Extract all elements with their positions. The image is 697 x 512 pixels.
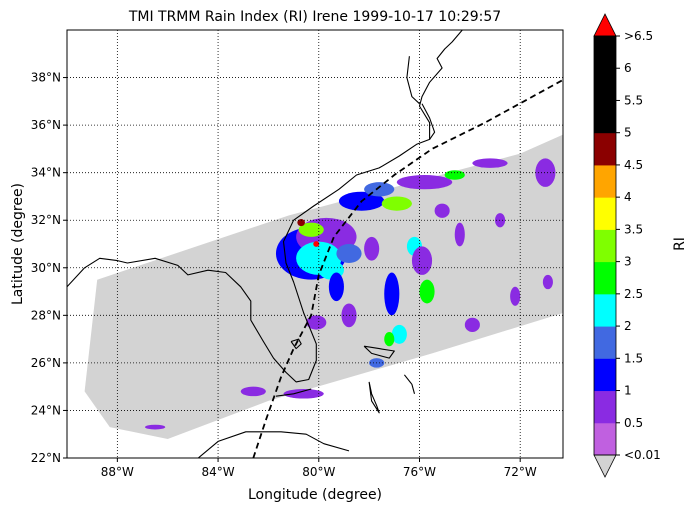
colorbar-bin xyxy=(594,390,616,424)
rain-cell xyxy=(364,182,395,197)
colorbar-tick-label: 4.5 xyxy=(624,158,643,172)
x-tick-label: 76°W xyxy=(403,465,436,479)
y-tick-label: 32°N xyxy=(31,213,61,227)
rain-cell xyxy=(495,213,506,228)
x-tick-label: 88°W xyxy=(101,465,134,479)
rain-cell xyxy=(240,386,266,397)
rain-cell xyxy=(444,170,465,180)
colorbar-bin xyxy=(594,132,616,166)
rain-cell xyxy=(419,279,435,304)
y-axis-label: Latitude (degree) xyxy=(10,183,26,305)
rain-cell xyxy=(535,158,556,187)
y-tick-label: 34°N xyxy=(31,166,61,180)
coastline xyxy=(363,345,395,359)
y-axis-ticks: 22°N 24°N 26°N 28°N 30°N 32°N 34°N 36°N 38°N xyxy=(31,71,67,465)
rain-cell xyxy=(464,317,480,332)
colorbar-tick-label: 1.5 xyxy=(624,351,643,365)
rain-cell xyxy=(384,272,400,316)
rain-cell xyxy=(391,324,407,344)
colorbar-bin xyxy=(594,68,616,101)
rain-cell xyxy=(313,241,320,247)
colorbar-tick-label: <0.01 xyxy=(624,448,661,462)
colorbar-bin xyxy=(594,100,616,134)
colorbar-over-triangle xyxy=(593,13,617,37)
colorbar-frame xyxy=(593,35,617,456)
coastline xyxy=(275,388,312,397)
colorbar-under-triangle xyxy=(593,454,617,478)
colorbar-bin xyxy=(594,261,616,295)
colorbar-bin xyxy=(594,358,616,392)
colorbar-bin xyxy=(594,326,616,359)
coastline xyxy=(421,103,436,140)
y-tick-label: 30°N xyxy=(31,261,61,275)
colorbar-bin xyxy=(594,229,616,263)
rain-cell xyxy=(145,424,166,430)
colorbar-tick-label: 3 xyxy=(624,255,632,269)
rain-cells xyxy=(145,158,556,430)
colorbar-tick-label: 5 xyxy=(624,126,632,140)
chart-title: TMI TRMM Rain Index (RI) Irene 1999-10-1… xyxy=(128,9,501,25)
rain-cell xyxy=(341,303,357,328)
rain-cell xyxy=(328,272,344,302)
x-axis-label: Longitude (degree) xyxy=(248,487,382,503)
coastline xyxy=(406,56,420,105)
storm-track-line xyxy=(252,79,563,458)
colorbar-tick-label: 5.5 xyxy=(624,93,643,107)
colorbar-tick-label: 6 xyxy=(624,61,632,75)
colorbar-bin xyxy=(594,422,616,456)
colorbar-tick-label: >6.5 xyxy=(624,29,653,43)
y-tick-label: 36°N xyxy=(31,118,61,132)
rain-cell xyxy=(454,222,465,247)
rain-cell xyxy=(542,274,553,290)
rain-cell xyxy=(396,175,453,190)
x-tick-label: 72°W xyxy=(504,465,537,479)
rain-cell xyxy=(306,315,327,330)
rain-cell xyxy=(297,219,305,227)
colorbar-label: RI xyxy=(672,237,688,251)
colorbar-tick-label: 4 xyxy=(624,190,632,204)
y-tick-label: 22°N xyxy=(31,451,61,465)
plot-frame xyxy=(66,29,564,459)
x-axis-ticks: 88°W 84°W 80°W 76°W 72°W xyxy=(101,458,537,479)
y-tick-label: 24°N xyxy=(31,403,61,417)
rain-cell xyxy=(298,222,324,237)
rain-cell xyxy=(364,236,380,261)
colorbar-bin xyxy=(594,164,616,198)
colorbar: <0.01 0.5 1 1.5 2 2.5 3 3.5 4 4.5 5 5.5 6 >6.5 xyxy=(593,13,661,478)
coastline xyxy=(67,30,463,383)
coastline xyxy=(290,338,302,350)
rain-cell xyxy=(510,286,521,306)
rain-cell xyxy=(434,203,450,218)
rain-cell xyxy=(336,244,362,264)
map-plot-area: 88°W 84°W 80°W 76°W 72°W 22°N 24°N 26°N 28°N 30°… xyxy=(31,29,564,479)
x-tick-label: 84°W xyxy=(201,465,234,479)
rain-cell xyxy=(411,246,433,275)
colorbar-tick-label: 1 xyxy=(624,384,632,398)
colorbar-tick-label: 3.5 xyxy=(624,222,643,236)
colorbar-bin xyxy=(594,197,616,230)
colorbar-tick-label: 0.5 xyxy=(624,416,643,430)
rain-cell xyxy=(381,196,412,211)
colorbar-tick-label: 2 xyxy=(624,319,632,333)
y-tick-label: 28°N xyxy=(31,308,61,322)
coastline xyxy=(403,374,416,394)
colorbar-bin xyxy=(594,293,616,327)
coastline xyxy=(368,381,380,414)
rain-cell xyxy=(472,158,508,168)
y-tick-label: 38°N xyxy=(31,71,61,85)
rain-cell xyxy=(384,331,395,347)
colorbar-tick-label: 2.5 xyxy=(624,287,643,301)
y-tick-label: 26°N xyxy=(31,356,61,370)
map-layers xyxy=(67,30,563,458)
rain-cell xyxy=(283,389,324,399)
x-tick-label: 80°W xyxy=(302,465,335,479)
colorbar-bin xyxy=(594,36,616,69)
